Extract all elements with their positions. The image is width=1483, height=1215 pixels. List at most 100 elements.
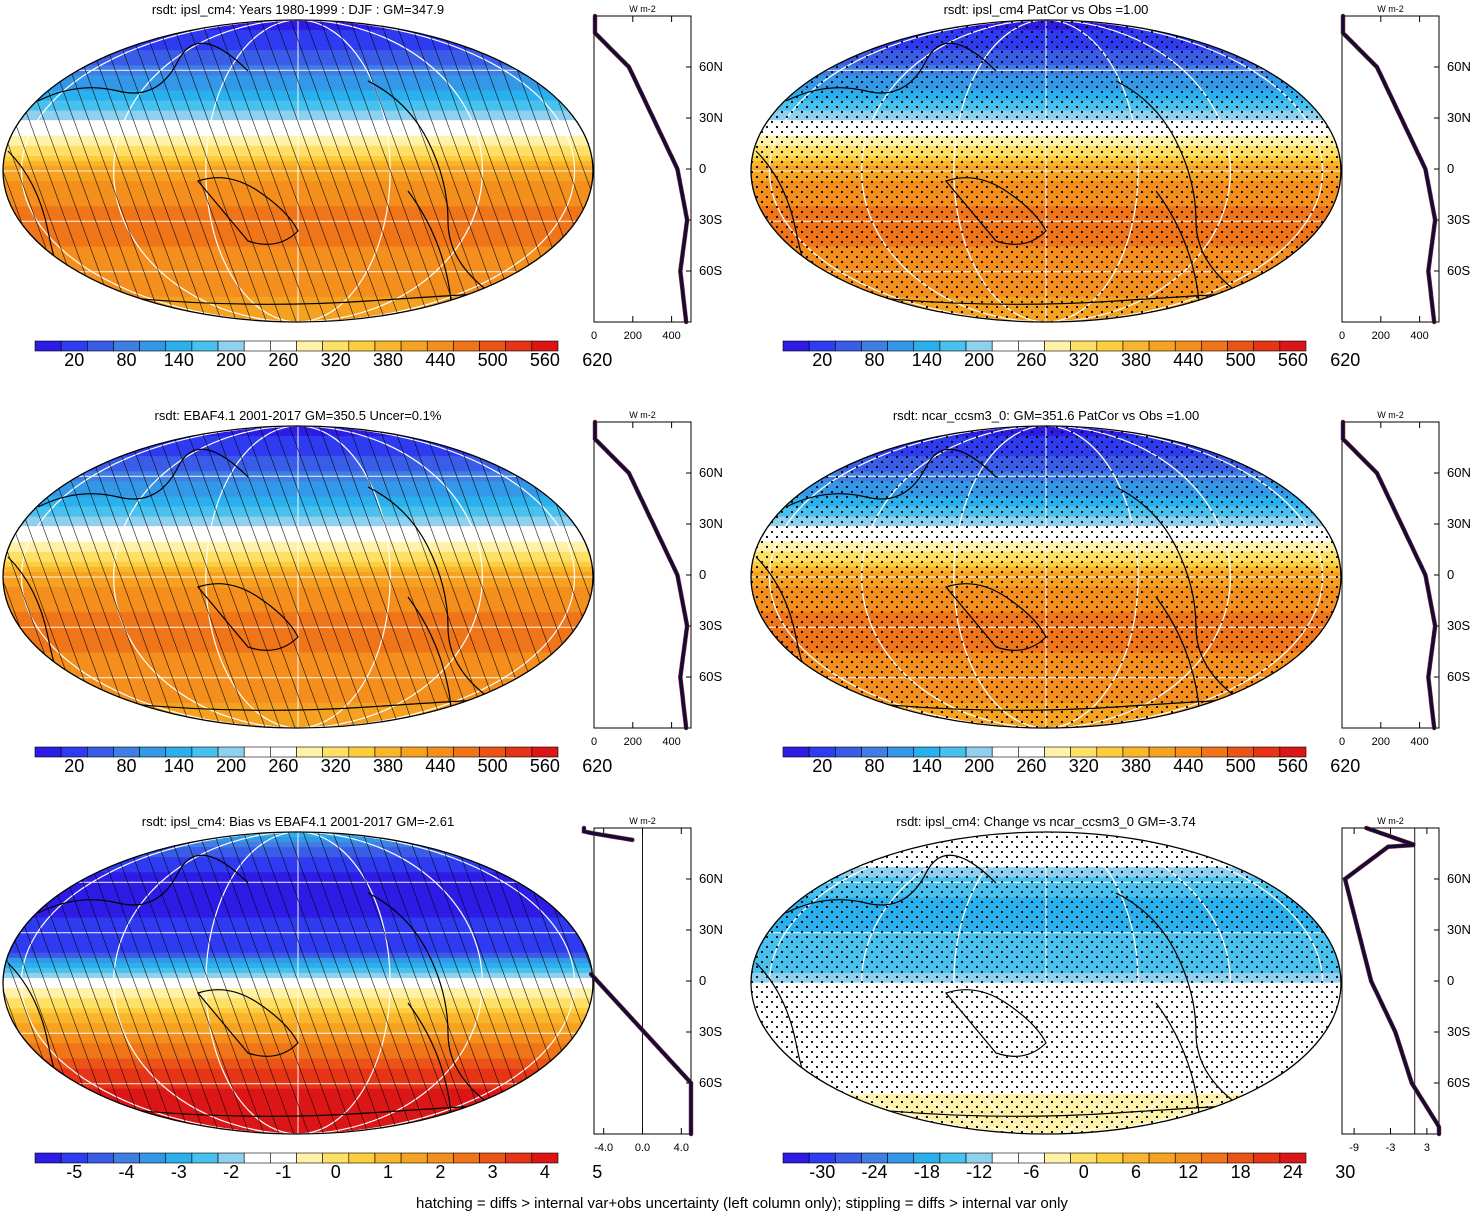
zonal-units: W m-2: [629, 410, 656, 420]
zonal-frame: [593, 15, 692, 323]
colorbar-box: [887, 1152, 915, 1164]
zonal-frame: [593, 421, 692, 729]
panel-5: rsdt: ipsl_cm4: Bias vs EBAF4.1 2001-201…: [2, 814, 723, 1182]
colorbar-box: [1044, 1152, 1071, 1164]
zonal-xtick-label: 200: [1372, 330, 1390, 342]
colorbar-box: [1096, 746, 1124, 758]
panel-3: rsdt: EBAF4.1 2001-2017 GM=350.5 Uncer=0…: [2, 408, 723, 776]
colorbar-tick-label: 500: [1226, 756, 1256, 776]
panel-title: rsdt: ipsl_cm4: Years 1980-1999 : DJF : …: [152, 2, 444, 17]
colorbar-tick-label: 3: [488, 1162, 498, 1182]
zonal-ytick-label: 30S: [1447, 618, 1470, 633]
colorbar-tick-label: 620: [582, 756, 612, 776]
colorbar-tick-label: 5: [592, 1162, 602, 1182]
colorbar-box: [1148, 1152, 1176, 1164]
zonal-mean-plot: W m-2 60N 30N 0 30S 60S 0 200 400: [1339, 410, 1471, 748]
colorbar-tick-label: 320: [321, 756, 351, 776]
colorbar-tick-label: 380: [1121, 756, 1151, 776]
zonal-profile-model: [582, 826, 693, 1136]
colorbar-box: [34, 746, 62, 758]
colorbar-box: [348, 746, 376, 758]
panel-title: rsdt: ncar_ccsm3_0: GM=351.6 PatCor vs O…: [893, 408, 1199, 423]
zonal-ytick-label: 30N: [1447, 922, 1471, 937]
colorbar-box: [296, 340, 323, 352]
zonal-ytick-label: 60N: [1447, 59, 1471, 74]
zonal-mean-plot: W m-2 60N 30N 0 30S 60S 0 200 400: [1339, 4, 1471, 342]
colorbar: -30 -24 -18 -12 -6 0 6 12 18 24 30: [782, 1152, 1355, 1182]
colorbar-tick-label: 30: [1335, 1162, 1355, 1182]
colorbar-box: [1148, 340, 1176, 352]
colorbar-tick-label: 0: [1079, 1162, 1089, 1182]
zonal-ytick-label: 30S: [699, 1024, 722, 1039]
map-field: [751, 832, 1341, 1134]
colorbar-box: [400, 746, 428, 758]
zonal-units: W m-2: [1377, 816, 1404, 826]
colorbar-box: [531, 1152, 559, 1164]
colorbar-tick-label: 20: [812, 350, 832, 370]
colorbar-box: [505, 340, 533, 352]
zonal-units: W m-2: [1377, 410, 1404, 420]
colorbar-box: [1279, 340, 1307, 352]
zonal-profile-model: [1342, 826, 1441, 1136]
colorbar-tick-label: 140: [164, 350, 194, 370]
colorbar-box: [531, 746, 559, 758]
colorbar-tick-label: 620: [1330, 756, 1360, 776]
panel-title: rsdt: ipsl_cm4: Change vs ncar_ccsm3_0 G…: [896, 814, 1196, 829]
zonal-ytick-label: 0: [699, 161, 706, 176]
colorbar-tick-label: 12: [1178, 1162, 1198, 1182]
zonal-profile-model: [1341, 420, 1437, 730]
colorbar-tick-label: 560: [530, 350, 560, 370]
colorbar-box: [139, 340, 167, 352]
colorbar-tick-label: 440: [425, 350, 455, 370]
colorbar-tick-label: 80: [117, 756, 137, 776]
map-border: [2, 19, 594, 323]
colorbar-box: [453, 1152, 480, 1164]
colorbar-box: [296, 1152, 323, 1164]
zonal-ytick-label: 30N: [699, 516, 723, 531]
colorbar-tick-label: 80: [865, 350, 885, 370]
colorbar-box: [1044, 340, 1071, 352]
colorbar-tick-label: -3: [171, 1162, 187, 1182]
zonal-mean-plot: W m-2 60N 30N 0 30S 60S 0 200 400: [591, 410, 723, 748]
hatching-overlay: [3, 832, 593, 1134]
colorbar-box: [505, 746, 533, 758]
zonal-ytick-label: 60S: [1447, 263, 1470, 278]
colorbar-box: [782, 1152, 810, 1164]
zonal-xtick-label: 400: [1410, 736, 1428, 748]
colorbar-tick-label: -4: [119, 1162, 135, 1182]
colorbar-box: [1201, 340, 1228, 352]
colorbar-box: [887, 746, 915, 758]
zonal-units: W m-2: [629, 4, 656, 14]
stippling-overlay: [751, 832, 1341, 1134]
zonal-xtick-label: 0: [1339, 736, 1345, 748]
colorbar-tick-label: 500: [478, 350, 508, 370]
zonal-xtick-label: 400: [1410, 330, 1428, 342]
zonal-ytick-label: 60N: [1447, 465, 1471, 480]
colorbar-tick-label: 6: [1131, 1162, 1141, 1182]
colorbar-box: [834, 1152, 862, 1164]
colorbar-tick-label: -2: [223, 1162, 239, 1182]
colorbar-tick-label: 260: [268, 350, 298, 370]
colorbar-box: [243, 746, 271, 758]
zonal-profile-model: [1341, 14, 1437, 324]
colorbar-tick-label: -30: [809, 1162, 835, 1182]
map-field: [3, 20, 593, 322]
zonal-ytick-label: 0: [699, 567, 706, 582]
zonal-ytick-label: 60N: [699, 465, 723, 480]
zonal-ytick-label: 0: [1447, 161, 1454, 176]
colorbar-tick-label: 200: [216, 756, 246, 776]
colorbar-box: [1096, 1152, 1124, 1164]
zonal-ytick-label: 30S: [699, 212, 722, 227]
colorbar-tick-label: 320: [1069, 756, 1099, 776]
hatching-overlay: [3, 20, 593, 322]
zonal-xtick-label: -4.0: [594, 1142, 613, 1154]
colorbar-tick-label: 560: [1278, 350, 1308, 370]
zonal-ytick-label: 60S: [699, 669, 722, 684]
colorbar-tick-label: 0: [331, 1162, 341, 1182]
zonal-ytick-label: 30S: [699, 618, 722, 633]
colorbar-box: [139, 1152, 167, 1164]
colorbar-tick-label: 18: [1231, 1162, 1251, 1182]
zonal-ytick-label: 30N: [1447, 516, 1471, 531]
colorbar: 20 80 140 200 260 320 380 440 500 560 620: [782, 746, 1360, 776]
